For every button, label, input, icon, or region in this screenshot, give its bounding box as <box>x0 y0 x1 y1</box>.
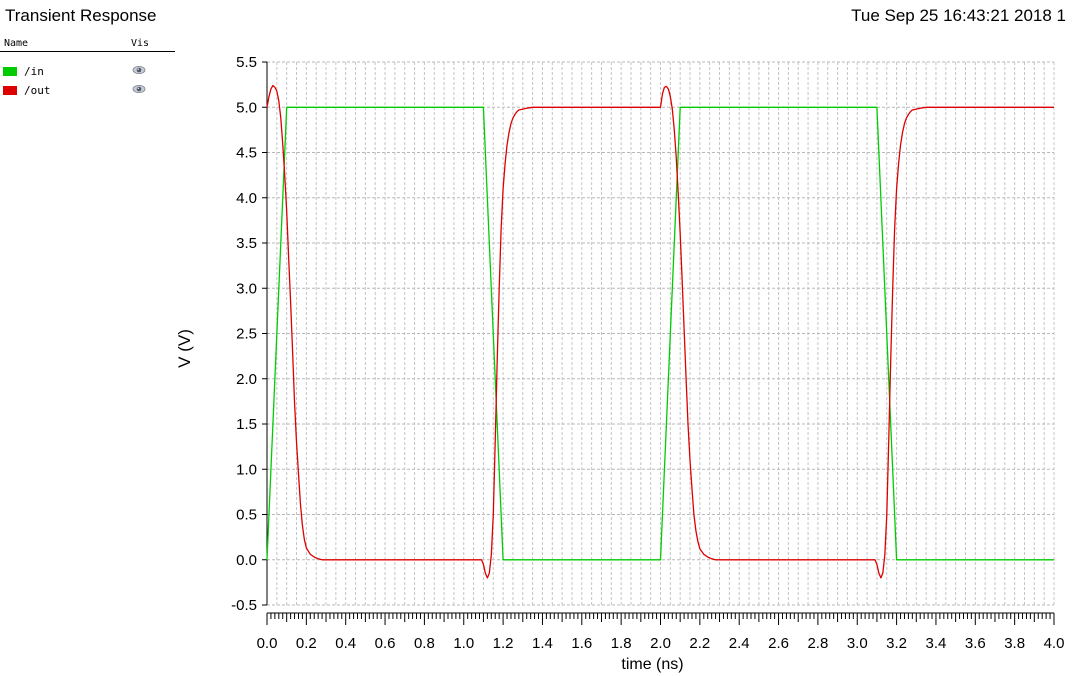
x-tick-label: 1.8 <box>611 635 632 652</box>
x-tick-label: 3.4 <box>926 635 947 652</box>
legend-item-in[interactable]: /in <box>0 61 175 80</box>
y-tick-label: 2.0 <box>236 371 257 388</box>
y-tick-label: 1.5 <box>236 416 257 433</box>
x-tick-label: 2.8 <box>807 635 828 652</box>
y-tick-label: 0.5 <box>236 507 257 524</box>
legend-label-out: /out <box>24 84 51 97</box>
eye-icon[interactable] <box>132 84 146 94</box>
x-tick-label: 1.4 <box>532 635 553 652</box>
y-tick-label: -0.5 <box>231 597 257 614</box>
series <box>266 84 1054 579</box>
x-tick-label: 3.0 <box>847 635 868 652</box>
y-tick-label: 3.0 <box>236 280 257 297</box>
y-tick-label: 5.5 <box>236 54 257 71</box>
legend-panel: Name Vis /in /out <box>0 36 175 99</box>
legend-item-out[interactable]: /out <box>0 80 175 99</box>
legend-swatch-in <box>3 67 17 76</box>
legend-header-name: Name <box>4 38 29 49</box>
y-tick-label: 4.0 <box>236 190 257 207</box>
x-tick-label: 3.8 <box>1004 635 1025 652</box>
y-tick-label: 4.5 <box>236 145 257 162</box>
y-tick-label: 1.0 <box>236 461 257 478</box>
x-tick-label: 2.0 <box>650 635 671 652</box>
x-axis-label: time (ns) <box>621 656 683 673</box>
y-tick-label: 3.5 <box>236 235 257 252</box>
x-tick-label: 1.0 <box>453 635 474 652</box>
x-tick-label: 0.0 <box>257 635 278 652</box>
x-tick-label: 2.6 <box>768 635 789 652</box>
x-tick-label: 0.8 <box>414 635 435 652</box>
x-tick-label: 1.2 <box>493 635 514 652</box>
y-tick-labels: 5.5 5.0 4.5 4.0 3.5 3.0 2.5 2.0 1.5 1.0 0.5 0.0 -0.5 <box>231 54 267 614</box>
grid <box>266 61 1055 606</box>
legend-header-vis: Vis <box>131 38 150 49</box>
y-axis-label: V (V) <box>175 329 194 368</box>
y-tick-label: 5.0 <box>236 99 257 116</box>
y-tick-label: 2.5 <box>236 326 257 343</box>
legend-swatch-out <box>3 86 17 95</box>
timestamp: Tue Sep 25 16:43:21 2018 1 <box>851 6 1066 25</box>
x-tick-label: 3.2 <box>886 635 907 652</box>
chart-title: Transient Response <box>5 6 157 25</box>
y-tick-label: 0.0 <box>236 552 257 569</box>
legend-label-in: /in <box>24 65 44 78</box>
x-tick-labels: 0.0 0.2 0.4 0.6 0.8 1.0 1.2 1.4 1.6 1.8 2.0 2.2 2.4 2… <box>257 613 1065 652</box>
x-tick-label: 3.6 <box>965 635 986 652</box>
x-tick-label: 0.4 <box>335 635 356 652</box>
x-tick-label: 4.0 <box>1044 635 1065 652</box>
series-line-out <box>266 84 1054 579</box>
x-tick-label: 0.2 <box>296 635 317 652</box>
x-tick-label: 1.6 <box>571 635 592 652</box>
x-tick-label: 2.4 <box>729 635 750 652</box>
x-tick-label: 0.6 <box>375 635 396 652</box>
x-tick-label: 2.2 <box>689 635 710 652</box>
eye-icon[interactable] <box>132 65 146 75</box>
legend-header: Name Vis <box>0 36 175 52</box>
